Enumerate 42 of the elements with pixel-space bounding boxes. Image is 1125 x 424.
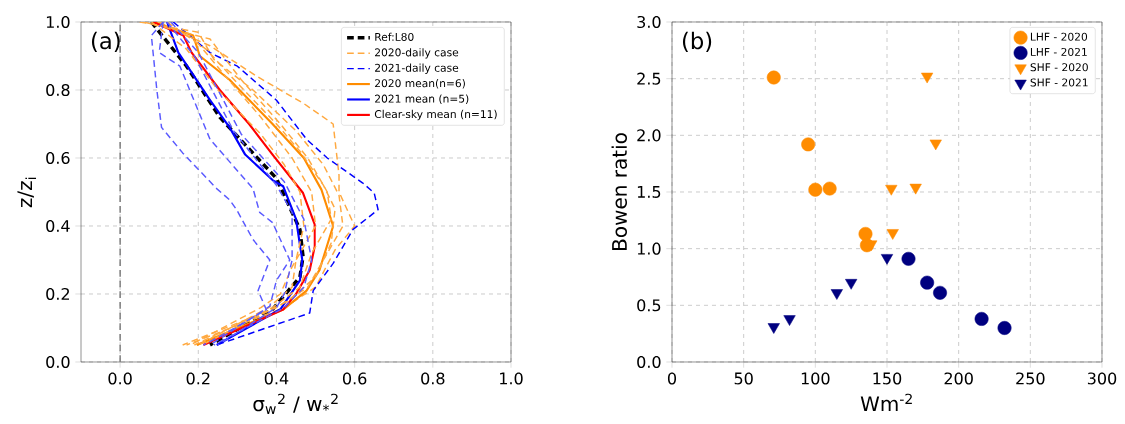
x-tick-label: 150 bbox=[873, 372, 902, 385]
x-tick-label: 250 bbox=[1016, 372, 1045, 385]
x-tick-label: 1.0 bbox=[500, 372, 523, 385]
x-tick-label: 0.0 bbox=[108, 372, 132, 385]
legend-label: LHF - 2020 bbox=[1030, 32, 1088, 41]
y-tick-label: 0.0 bbox=[637, 355, 661, 369]
y-tick-label: 3.0 bbox=[637, 15, 661, 29]
y-tick-label: 1.0 bbox=[637, 242, 661, 255]
y-tick-label: 2.5 bbox=[637, 72, 661, 85]
y-tick-label: 0.5 bbox=[637, 299, 661, 312]
y-tick-label: 1.5 bbox=[637, 186, 661, 198]
y-tick-label: 0.8 bbox=[46, 83, 70, 97]
y-axis-title: z/z$_{i}$ bbox=[17, 177, 37, 208]
x-tick-label: 0.2 bbox=[186, 372, 210, 385]
x-tick-label: 0.8 bbox=[421, 372, 445, 385]
legend-label: SHF - 2020 bbox=[1030, 63, 1088, 72]
x-tick-label: 300 bbox=[1087, 372, 1117, 385]
x-tick-label: 0.4 bbox=[264, 372, 289, 385]
legend-label: Ref:L80 bbox=[375, 32, 414, 41]
x-tick-label: 0.6 bbox=[342, 372, 367, 385]
x-tick-label: 0 bbox=[667, 372, 677, 385]
legend-label: 2021-daily case bbox=[375, 63, 459, 74]
legend-label: 2020 mean(n=6) bbox=[375, 79, 465, 89]
y-tick-label: 0.2 bbox=[46, 287, 70, 301]
x-tick-label: 50 bbox=[734, 372, 753, 385]
y-tick-label: 0.6 bbox=[46, 151, 70, 165]
legend-label: 2021 mean (n=5) bbox=[375, 94, 469, 104]
legend-label: SHF - 2021 bbox=[1030, 78, 1088, 87]
x-axis-title: σ$_{w}$$^{2}$ / w$_{*}$2 bbox=[253, 393, 338, 414]
x-tick-label: 200 bbox=[944, 372, 973, 385]
annotation: (b) bbox=[682, 31, 712, 53]
legend-label: LHF - 2021 bbox=[1030, 47, 1087, 57]
x-axis-title: Wm$^{-2}$ bbox=[860, 393, 912, 411]
y-axis-title: Bowen ratio bbox=[611, 133, 628, 250]
y-tick-label: 1.0 bbox=[46, 15, 70, 29]
y-tick-label: 0.4 bbox=[46, 219, 70, 233]
legend-label: Clear-sky mean (n=11) bbox=[374, 109, 497, 121]
y-tick-label: 0.0 bbox=[46, 355, 70, 369]
y-tick-label: 2.0 bbox=[637, 129, 661, 142]
x-tick-label: 100 bbox=[801, 372, 830, 385]
legend-label: 2020-daily case bbox=[375, 48, 459, 59]
annotation: (a) bbox=[91, 31, 120, 52]
